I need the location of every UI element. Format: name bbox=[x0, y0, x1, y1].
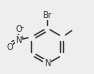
Text: O: O bbox=[15, 24, 22, 34]
Text: −: − bbox=[20, 24, 24, 29]
Text: N: N bbox=[15, 36, 22, 44]
Text: Br: Br bbox=[42, 11, 52, 20]
Text: N: N bbox=[44, 59, 50, 69]
Text: +: + bbox=[20, 35, 24, 40]
Text: O: O bbox=[6, 42, 13, 52]
